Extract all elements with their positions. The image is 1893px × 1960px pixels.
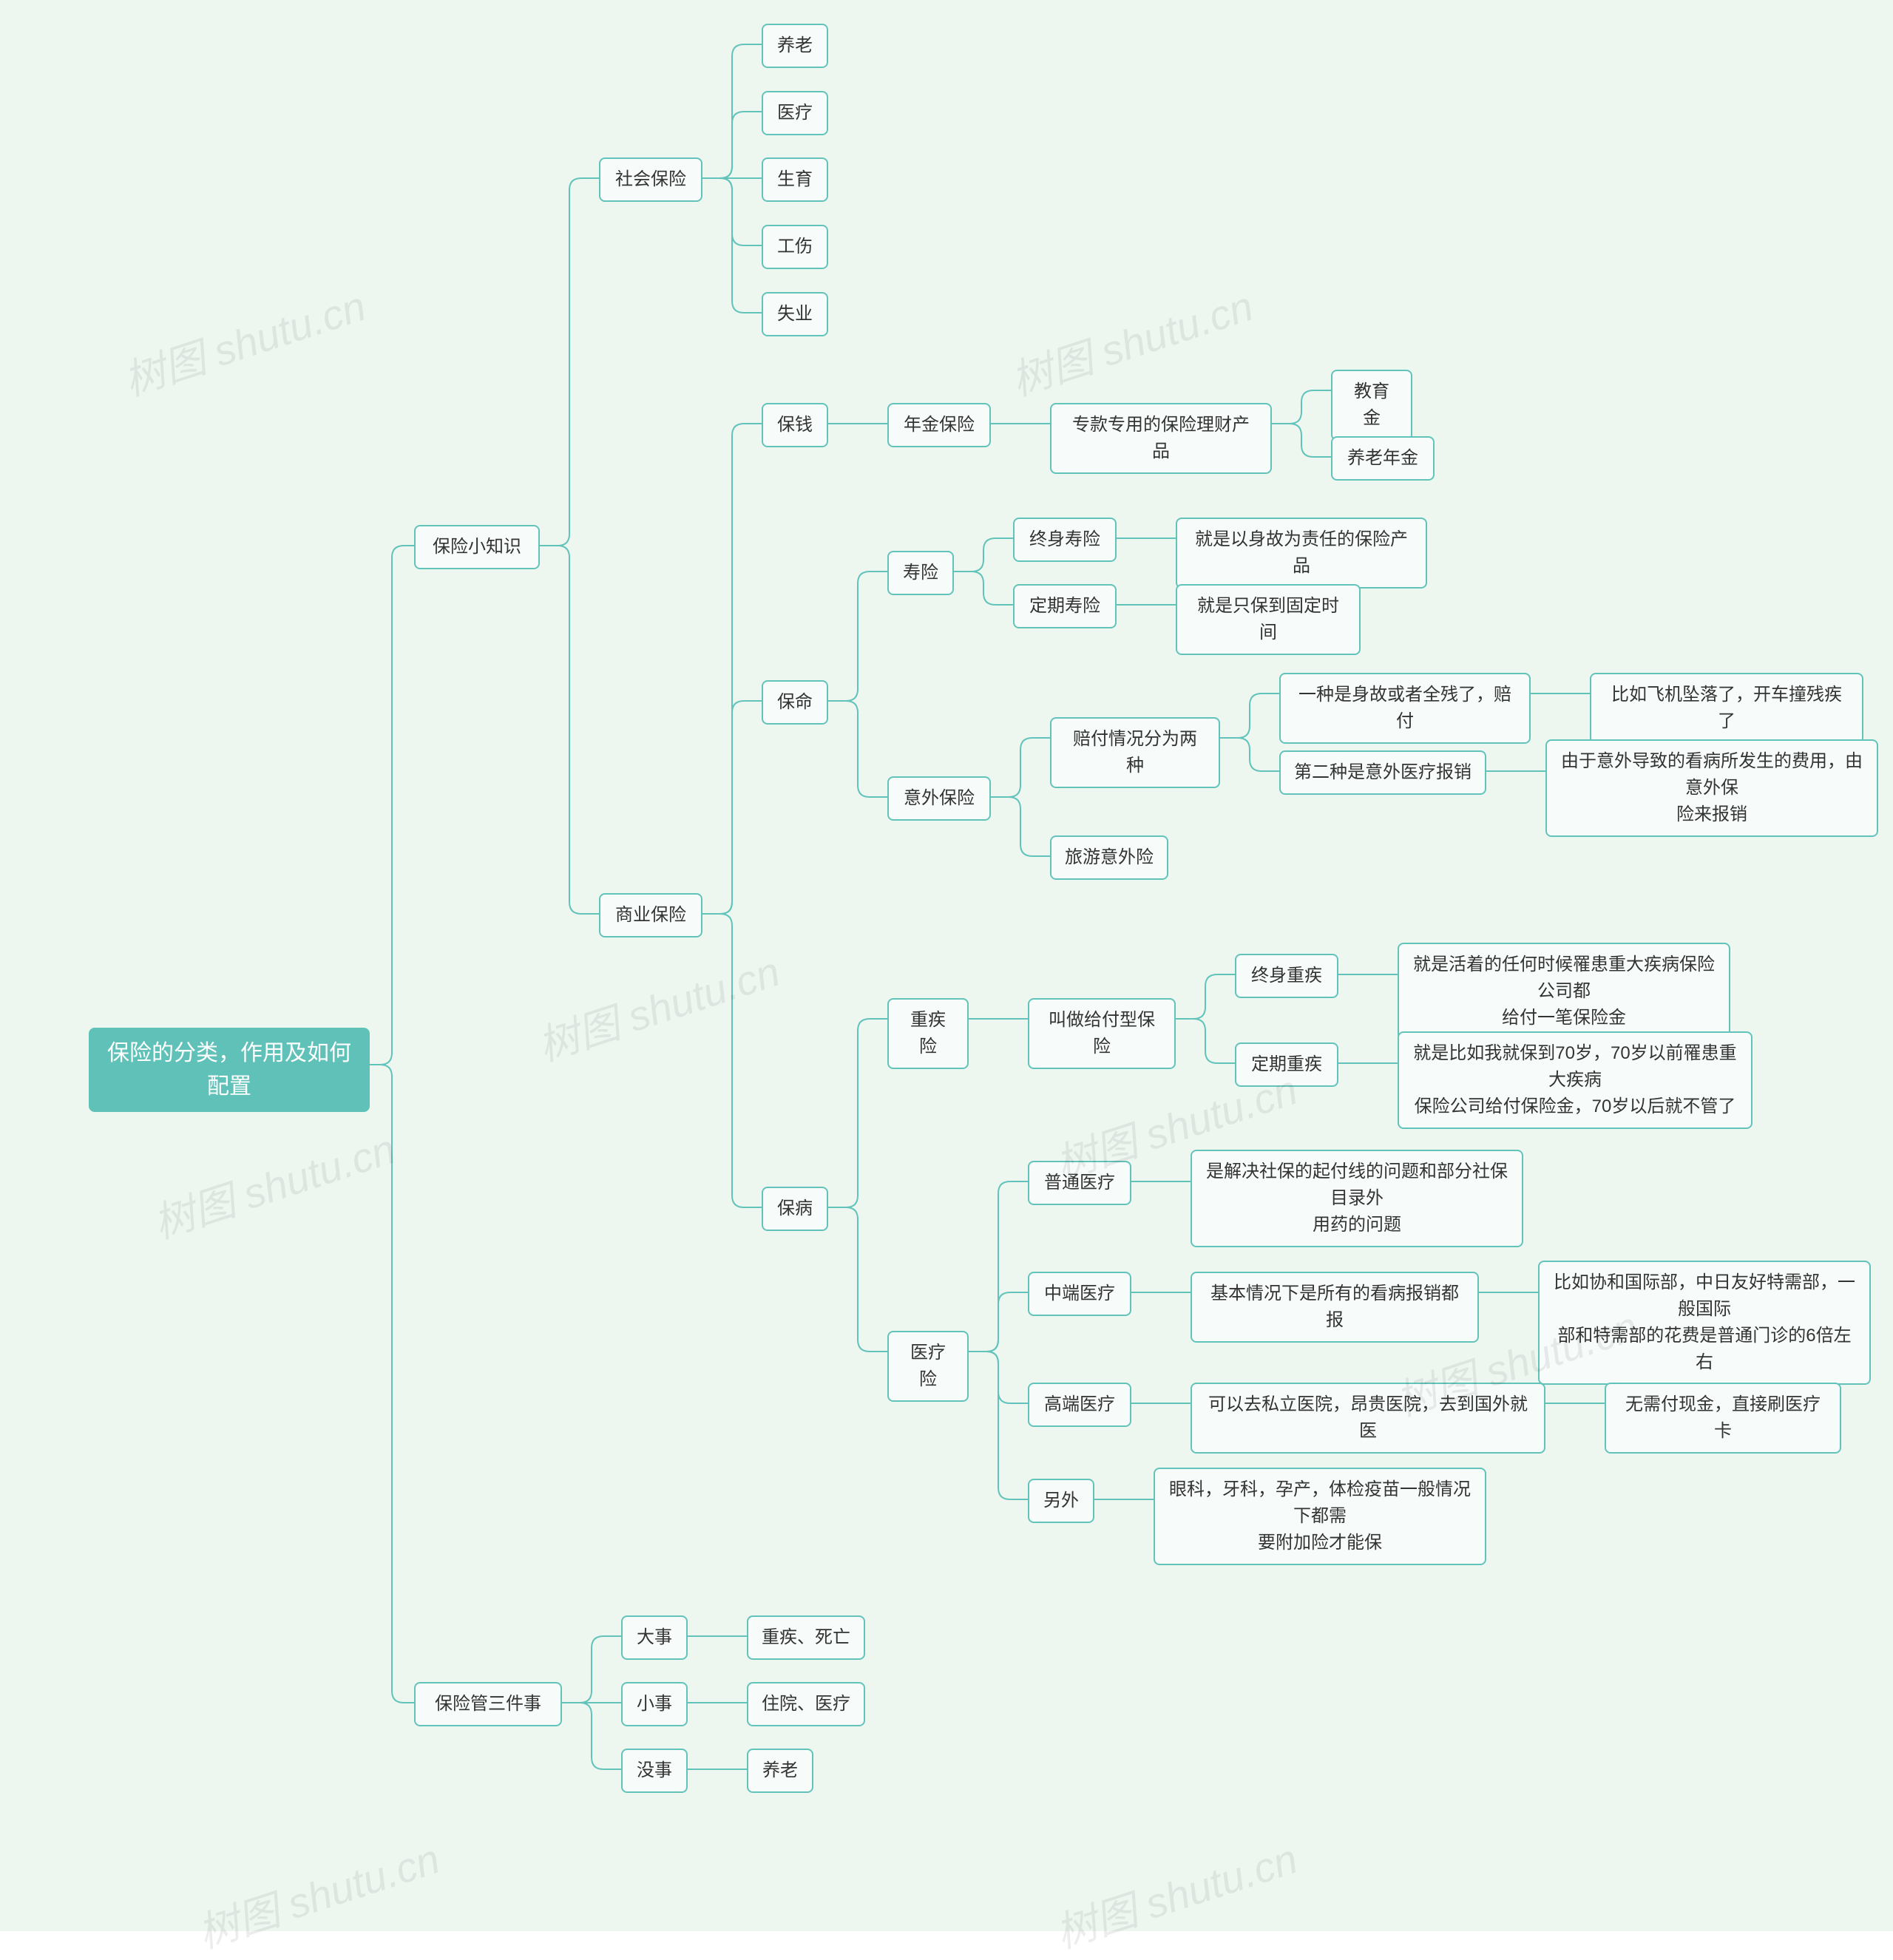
mindmap-root-node[interactable]: 保险的分类，作用及如何配置: [89, 1028, 370, 1112]
watermark: 树图 shutu.cn: [1003, 274, 1260, 408]
mindmap-node[interactable]: 大事: [621, 1615, 688, 1660]
mindmap-node[interactable]: 就是活着的任何时候罹患重大疾病保险公司都给付一笔保险金: [1398, 943, 1730, 1040]
mindmap-node[interactable]: 保命: [762, 680, 828, 725]
mindmap-node[interactable]: 重疾、死亡: [747, 1615, 865, 1660]
mindmap-node[interactable]: 养老: [747, 1749, 813, 1793]
mindmap-node[interactable]: 保险小知识: [414, 525, 540, 569]
mindmap-node[interactable]: 生育: [762, 157, 828, 202]
mindmap-canvas: 保险的分类，作用及如何配置保险小知识社会保险养老医疗生育工伤失业商业保险保钱年金…: [0, 0, 1893, 1931]
mindmap-node[interactable]: 社会保险: [599, 157, 702, 202]
mindmap-node[interactable]: 另外: [1028, 1479, 1094, 1523]
mindmap-node[interactable]: 一种是身故或者全残了，赔付: [1279, 673, 1531, 744]
mindmap-node[interactable]: 住院、医疗: [747, 1682, 865, 1726]
watermark: 树图 shutu.cn: [145, 1116, 402, 1251]
mindmap-node[interactable]: 保病: [762, 1187, 828, 1231]
mindmap-node[interactable]: 就是只保到固定时间: [1176, 584, 1361, 655]
mindmap-node[interactable]: 无需付现金，直接刷医疗卡: [1605, 1383, 1841, 1454]
watermark: 树图 shutu.cn: [529, 939, 787, 1074]
watermark: 树图 shutu.cn: [1047, 1826, 1304, 1960]
mindmap-node[interactable]: 养老年金: [1331, 436, 1435, 481]
mindmap-node[interactable]: 旅游意外险: [1050, 835, 1168, 880]
mindmap-node[interactable]: 比如协和国际部，中日友好特需部，一般国际部和特需部的花费是普通门诊的6倍左右: [1538, 1261, 1871, 1385]
mindmap-node[interactable]: 保险管三件事: [414, 1682, 562, 1726]
mindmap-node[interactable]: 就是比如我就保到70岁，70岁以前罹患重大疾病保险公司给付保险金，70岁以后就不…: [1398, 1031, 1753, 1129]
mindmap-node[interactable]: 基本情况下是所有的看病报销都报: [1191, 1272, 1479, 1343]
watermark: 树图 shutu.cn: [189, 1826, 447, 1960]
mindmap-node[interactable]: 终身重疾: [1235, 954, 1338, 998]
mindmap-node[interactable]: 年金保险: [887, 403, 991, 447]
mindmap-node[interactable]: 商业保险: [599, 893, 702, 937]
mindmap-node[interactable]: 小事: [621, 1682, 688, 1726]
mindmap-node[interactable]: 教育金: [1331, 370, 1412, 441]
mindmap-node[interactable]: 医疗: [762, 91, 828, 135]
mindmap-node[interactable]: 第二种是意外医疗报销: [1279, 750, 1486, 795]
mindmap-node[interactable]: 赔付情况分为两种: [1050, 717, 1220, 788]
mindmap-node[interactable]: 由于意外导致的看病所发生的费用，由意外保险来报销: [1545, 739, 1878, 837]
mindmap-node[interactable]: 叫做给付型保险: [1028, 998, 1176, 1069]
mindmap-node[interactable]: 工伤: [762, 225, 828, 269]
mindmap-node[interactable]: 中端医疗: [1028, 1272, 1131, 1316]
mindmap-node[interactable]: 定期寿险: [1013, 584, 1117, 628]
mindmap-node[interactable]: 失业: [762, 292, 828, 336]
mindmap-node[interactable]: 寿险: [887, 551, 954, 595]
mindmap-node[interactable]: 可以去私立医院，昂贵医院，去到国外就医: [1191, 1383, 1545, 1454]
mindmap-node[interactable]: 没事: [621, 1749, 688, 1793]
mindmap-node[interactable]: 定期重疾: [1235, 1042, 1338, 1087]
mindmap-node[interactable]: 比如飞机坠落了，开车撞残疾了: [1590, 673, 1863, 744]
mindmap-node[interactable]: 终身寿险: [1013, 518, 1117, 562]
mindmap-node[interactable]: 重疾险: [887, 998, 969, 1069]
mindmap-node[interactable]: 高端医疗: [1028, 1383, 1131, 1427]
mindmap-node[interactable]: 就是以身故为责任的保险产品: [1176, 518, 1427, 589]
mindmap-node[interactable]: 意外保险: [887, 776, 991, 821]
mindmap-node[interactable]: 养老: [762, 24, 828, 68]
mindmap-node[interactable]: 是解决社保的起付线的问题和部分社保目录外用药的问题: [1191, 1150, 1523, 1247]
watermark: 树图 shutu.cn: [115, 274, 373, 408]
mindmap-node[interactable]: 专款专用的保险理财产品: [1050, 403, 1272, 474]
mindmap-node[interactable]: 保钱: [762, 403, 828, 447]
mindmap-node[interactable]: 眼科，牙科，孕产，体检疫苗一般情况下都需要附加险才能保: [1154, 1468, 1486, 1565]
mindmap-node[interactable]: 普通医疗: [1028, 1161, 1131, 1205]
mindmap-node[interactable]: 医疗险: [887, 1331, 969, 1402]
